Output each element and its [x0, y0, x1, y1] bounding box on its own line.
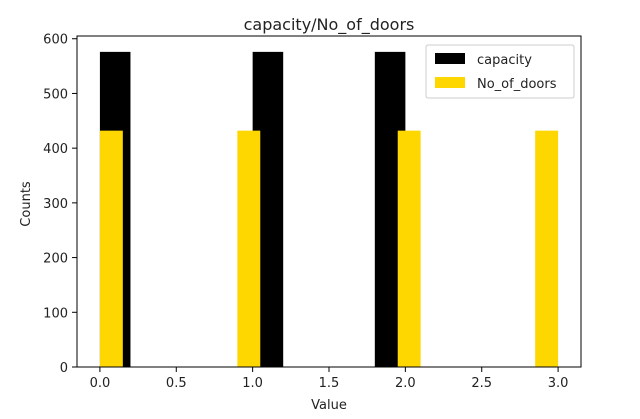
y-tick-label: 100 — [43, 306, 68, 321]
x-axis-label: Value — [311, 398, 347, 413]
legend-label-capacity: capacity — [477, 53, 532, 68]
y-tick-label: 500 — [43, 87, 68, 102]
chart-title: capacity/No_of_doors — [244, 15, 415, 35]
y-tick-label: 300 — [43, 197, 68, 212]
bar-no-of-doors-1 — [237, 130, 261, 367]
x-tick-label: 1.5 — [319, 376, 340, 391]
y-axis: 0 100 200 300 400 500 600 — [43, 33, 77, 376]
x-tick-label: 0.5 — [166, 376, 187, 391]
y-axis-label: Counts — [19, 181, 34, 227]
legend: capacity No_of_doors — [425, 44, 575, 99]
x-tick-label: 3.0 — [548, 376, 569, 391]
bar-no-of-doors-3 — [535, 130, 559, 367]
legend-label-no-of-doors: No_of_doors — [477, 77, 557, 92]
x-tick-label: 0.0 — [90, 376, 111, 391]
y-tick-label: 400 — [43, 142, 68, 157]
y-tick-label: 0 — [60, 361, 68, 376]
bar-no-of-doors-0 — [99, 130, 123, 367]
bar-no-of-doors-2 — [397, 130, 421, 367]
legend-swatch-capacity — [435, 53, 465, 64]
bars-layer — [99, 51, 559, 368]
y-tick-label: 200 — [43, 252, 68, 267]
legend-swatch-no-of-doors — [435, 77, 465, 88]
x-tick-label: 2.5 — [471, 376, 492, 391]
y-tick-label: 600 — [43, 33, 68, 48]
x-tick-label: 1.0 — [242, 376, 263, 391]
x-tick-label: 2.0 — [395, 376, 416, 391]
x-axis: 0.0 0.5 1.0 1.5 2.0 2.5 3.0 — [90, 367, 569, 391]
